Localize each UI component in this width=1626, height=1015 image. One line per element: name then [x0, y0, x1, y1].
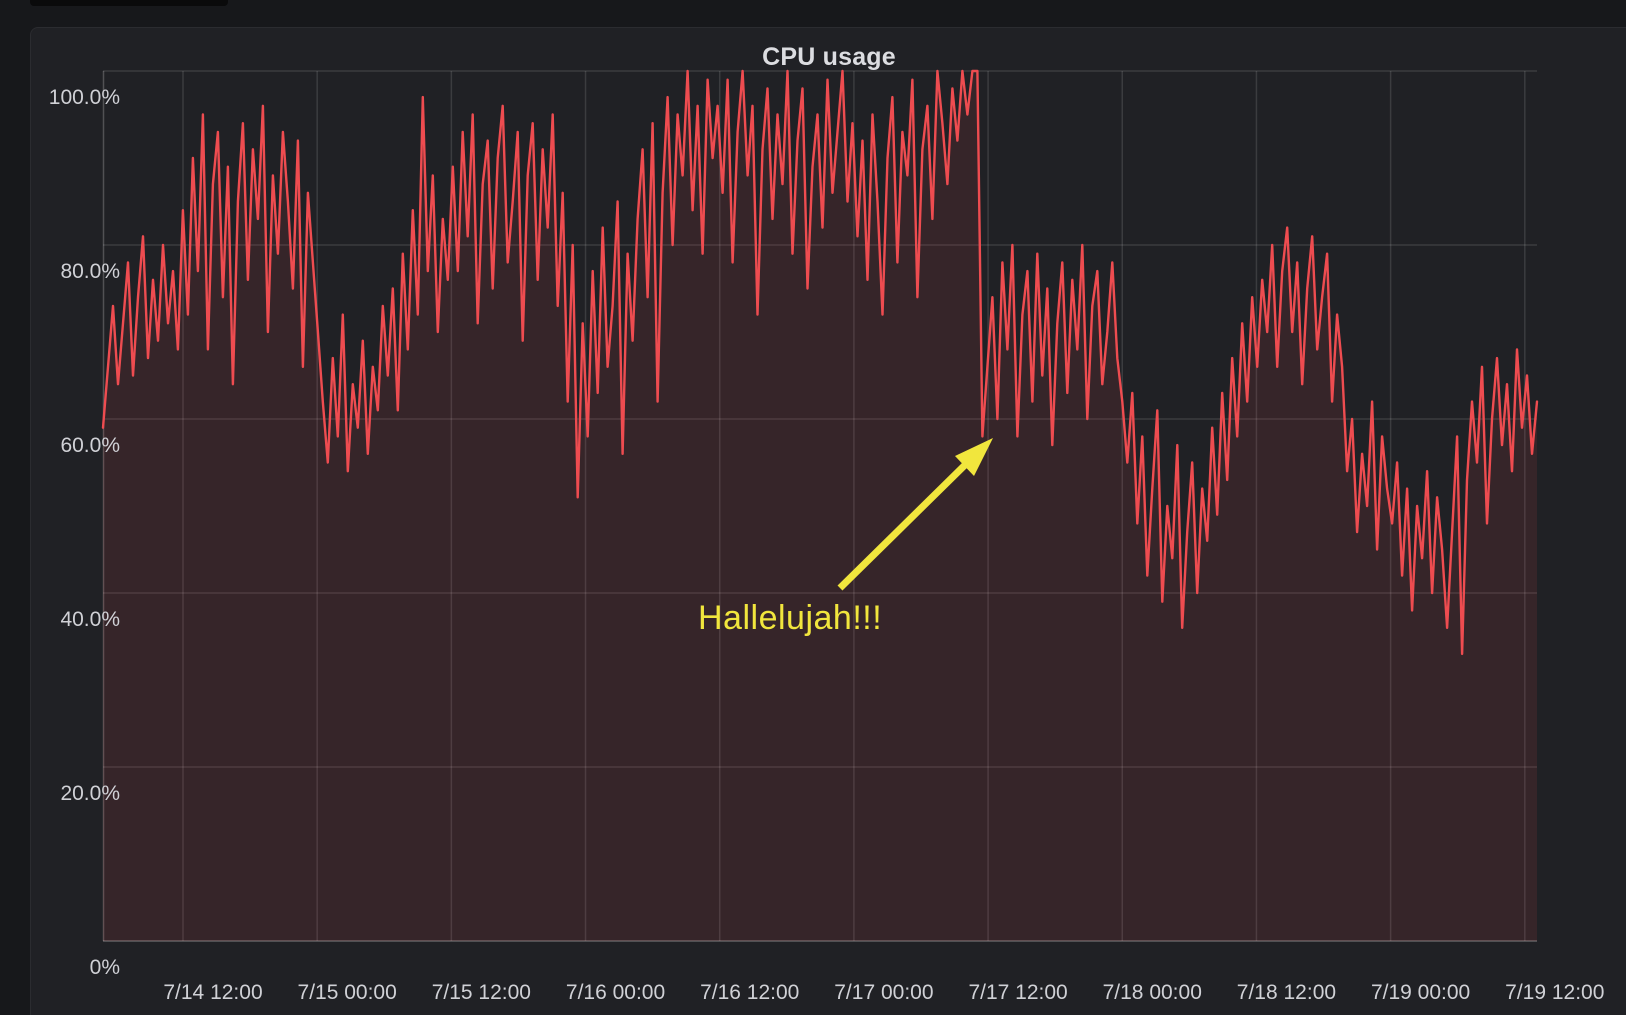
x-axis-tick-label: 7/18 12:00: [1236, 981, 1337, 1004]
annotation-text: Hallelujah!!!: [698, 599, 883, 637]
x-axis-tick-label: 7/16 12:00: [700, 981, 800, 1004]
x-axis-tick-label: 7/17 12:00: [968, 981, 1068, 1004]
x-axis-tick-label: 7/14 12:00: [163, 981, 263, 1004]
x-axis-tick-label: 7/18 00:00: [1102, 981, 1202, 1004]
y-axis-tick-label: 100.0%: [48, 86, 120, 109]
y-axis-tick-label: 40.0%: [60, 608, 120, 631]
y-axis-tick-label: 20.0%: [60, 782, 120, 805]
browser-tab-remnant: [30, 0, 228, 6]
x-axis-tick-label: 7/17 00:00: [834, 981, 934, 1004]
chart-canvas[interactable]: [101, 69, 1539, 942]
x-axis-tick-label: 7/19 12:00: [1505, 981, 1605, 1004]
panel-title[interactable]: CPU usage: [762, 43, 896, 71]
x-axis-tick-label: 7/19 00:00: [1370, 981, 1471, 1004]
x-axis-tick-label: 7/15 12:00: [431, 981, 531, 1004]
y-axis-tick-label: 0%: [89, 956, 120, 979]
y-axis-tick-label: 60.0%: [60, 434, 120, 457]
plot-area: [101, 69, 1539, 942]
x-axis-tick-label: 7/16 00:00: [565, 981, 666, 1004]
y-axis-tick-label: 80.0%: [60, 260, 120, 283]
x-axis-tick-label: 7/15 00:00: [297, 981, 397, 1004]
